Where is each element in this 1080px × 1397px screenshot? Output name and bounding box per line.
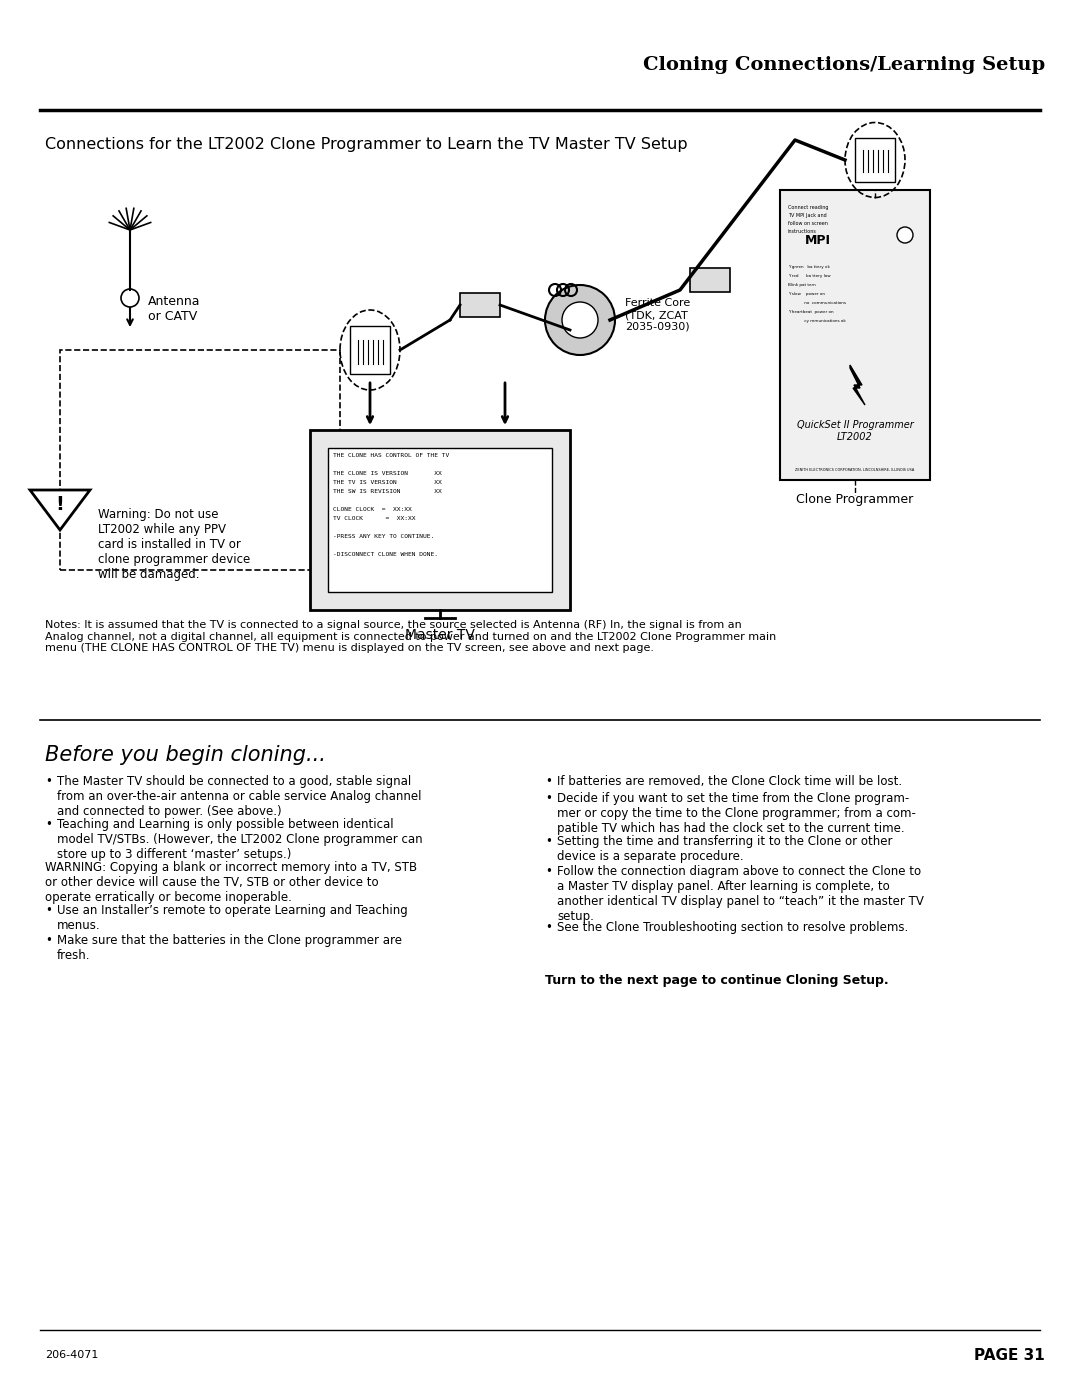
- Text: MPI: MPI: [805, 233, 831, 246]
- Text: •: •: [545, 792, 552, 805]
- Text: TV CLOCK      =  XX:XX: TV CLOCK = XX:XX: [333, 515, 416, 521]
- Text: Connections for the LT2002 Clone Programmer to Learn the TV Master TV Setup: Connections for the LT2002 Clone Program…: [45, 137, 688, 152]
- Text: •: •: [545, 775, 552, 788]
- Text: Make sure that the batteries in the Clone programmer are
fresh.: Make sure that the batteries in the Clon…: [57, 935, 402, 963]
- Text: •: •: [545, 865, 552, 877]
- Text: Before you begin cloning...: Before you begin cloning...: [45, 745, 326, 766]
- Polygon shape: [30, 490, 90, 529]
- Circle shape: [562, 302, 598, 338]
- Text: THE TV IS VERSION          XX: THE TV IS VERSION XX: [333, 481, 442, 485]
- Text: TV MPI Jack and: TV MPI Jack and: [788, 212, 827, 218]
- Text: Notes: It is assumed that the TV is connected to a signal source, the source sel: Notes: It is assumed that the TV is conn…: [45, 620, 777, 654]
- Text: Connect reading: Connect reading: [788, 205, 828, 210]
- Text: -PRESS ANY KEY TO CONTINUE.: -PRESS ANY KEY TO CONTINUE.: [333, 534, 434, 539]
- Text: If batteries are removed, the Clone Clock time will be lost.: If batteries are removed, the Clone Cloc…: [557, 775, 902, 788]
- FancyBboxPatch shape: [780, 190, 930, 481]
- Circle shape: [545, 285, 615, 355]
- Text: follow on screen: follow on screen: [788, 221, 828, 226]
- FancyBboxPatch shape: [690, 268, 730, 292]
- FancyBboxPatch shape: [350, 326, 390, 374]
- Text: QuickSet II Programmer
LT2002: QuickSet II Programmer LT2002: [797, 420, 914, 441]
- Text: ZENITH ELECTRONICS CORPORATION, LINCOLNSHIRE, ILLINOIS USA: ZENITH ELECTRONICS CORPORATION, LINCOLNS…: [795, 468, 915, 472]
- Text: •: •: [45, 935, 52, 947]
- Text: Y slow    power on: Y slow power on: [788, 292, 825, 296]
- Text: CLONE CLOCK  =  XX:XX: CLONE CLOCK = XX:XX: [333, 507, 411, 511]
- FancyBboxPatch shape: [328, 448, 552, 592]
- FancyBboxPatch shape: [855, 138, 895, 182]
- Text: Antenna
or CATV: Antenna or CATV: [148, 295, 201, 323]
- Text: Ferrite Core
(TDK, ZCAT
2035-0930): Ferrite Core (TDK, ZCAT 2035-0930): [625, 299, 690, 331]
- Text: The Master TV should be connected to a good, stable signal
from an over-the-air : The Master TV should be connected to a g…: [57, 775, 421, 819]
- Text: Use an Installer’s remote to operate Learning and Teaching
menus.: Use an Installer’s remote to operate Lea…: [57, 904, 408, 932]
- Text: WARNING: Copying a blank or incorrect memory into a TV, STB
or other device will: WARNING: Copying a blank or incorrect me…: [45, 861, 417, 904]
- Text: Clone Programmer: Clone Programmer: [796, 493, 914, 507]
- Text: Y heartbeat  power on: Y heartbeat power on: [788, 310, 834, 314]
- Text: PAGE 31: PAGE 31: [974, 1348, 1045, 1362]
- Text: cy mmunications ok: cy mmunications ok: [788, 319, 846, 323]
- Text: Setting the time and transferring it to the Clone or other
device is a separate : Setting the time and transferring it to …: [557, 835, 892, 863]
- Text: •: •: [45, 775, 52, 788]
- Text: •: •: [545, 835, 552, 848]
- FancyBboxPatch shape: [460, 293, 500, 317]
- Text: •: •: [545, 921, 552, 935]
- Text: Turn to the next page to continue Cloning Setup.: Turn to the next page to continue Clonin…: [545, 974, 889, 988]
- Polygon shape: [850, 365, 865, 405]
- Text: Y red      ba ttery low: Y red ba ttery low: [788, 274, 831, 278]
- Text: •: •: [45, 819, 52, 831]
- Text: THE CLONE HAS CONTROL OF THE TV: THE CLONE HAS CONTROL OF THE TV: [333, 453, 449, 458]
- Text: Y green   ba ttery ok: Y green ba ttery ok: [788, 265, 829, 270]
- Text: Master TV: Master TV: [405, 629, 475, 643]
- Text: Teaching and Learning is only possible between identical
model TV/STBs. (However: Teaching and Learning is only possible b…: [57, 819, 422, 861]
- Text: Decide if you want to set the time from the Clone program-
mer or copy the time : Decide if you want to set the time from …: [557, 792, 916, 835]
- Text: no  communications: no communications: [788, 300, 846, 305]
- Circle shape: [897, 226, 913, 243]
- Text: Cloning Connections/Learning Setup: Cloning Connections/Learning Setup: [643, 56, 1045, 74]
- Text: THE CLONE IS VERSION       XX: THE CLONE IS VERSION XX: [333, 471, 442, 476]
- Text: -DISCONNECT CLONE WHEN DONE.: -DISCONNECT CLONE WHEN DONE.: [333, 552, 438, 557]
- Text: THE SW IS REVISION         XX: THE SW IS REVISION XX: [333, 489, 442, 495]
- Text: instructions: instructions: [788, 229, 816, 235]
- Text: See the Clone Troubleshooting section to resolve problems.: See the Clone Troubleshooting section to…: [557, 921, 908, 935]
- Text: !: !: [55, 496, 65, 514]
- Text: 206-4071: 206-4071: [45, 1350, 98, 1361]
- FancyBboxPatch shape: [310, 430, 570, 610]
- Text: Warning: Do not use
LT2002 while any PPV
card is installed in TV or
clone progra: Warning: Do not use LT2002 while any PPV…: [98, 509, 251, 581]
- Text: Blink pat tern: Blink pat tern: [788, 284, 815, 286]
- Text: Follow the connection diagram above to connect the Clone to
a Master TV display : Follow the connection diagram above to c…: [557, 865, 923, 923]
- Text: •: •: [45, 904, 52, 916]
